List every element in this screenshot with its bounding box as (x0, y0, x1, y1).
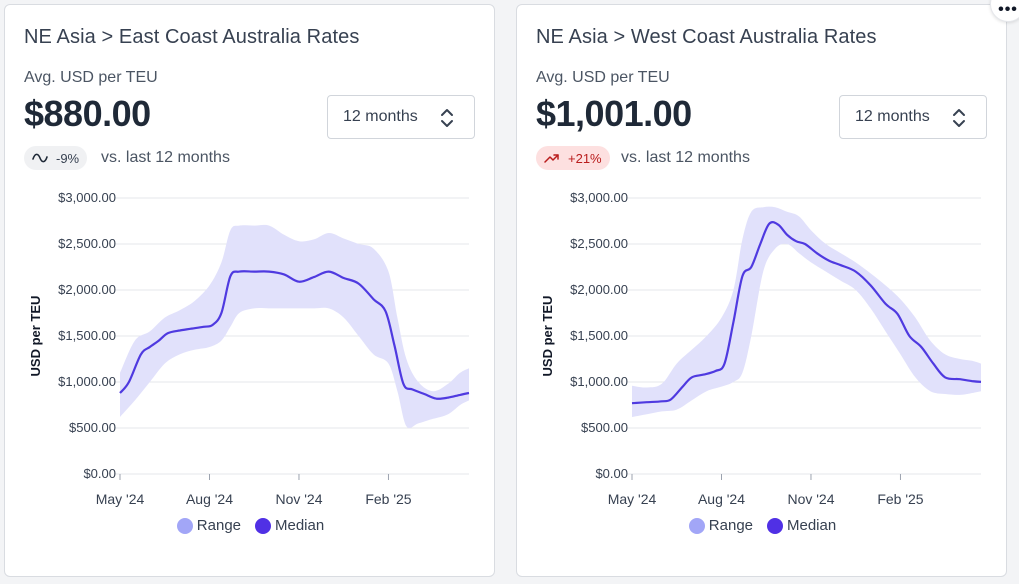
period-select[interactable]: 12 months (839, 95, 987, 139)
x-tick-label: Nov '24 (787, 491, 834, 507)
y-tick-label: $1,000.00 (58, 374, 116, 389)
rates-chart: $0.00 $500.00 $1,000.00 $1,500.00 $2,000.00 $… (540, 190, 982, 507)
legend-item-median[interactable]: Median (767, 517, 836, 534)
y-axis-label: USD per TEU (540, 296, 555, 377)
median-line (631, 221, 982, 405)
y-tick-label: $2,000.00 (570, 282, 628, 297)
y-tick-label: $2,000.00 (58, 282, 116, 297)
period-select-value: 12 months (343, 108, 418, 125)
range-swatch (176, 517, 193, 534)
legend-label-median: Median (275, 517, 325, 534)
change-percent: +21% (568, 150, 602, 166)
legend-item-range[interactable]: Range (688, 517, 753, 534)
rate-card-west-coast: NE Asia > West Coast Australia Rates Avg… (516, 4, 1007, 577)
change-percent: -9% (56, 150, 80, 166)
average-rate-value: $1,001.00 (536, 93, 692, 134)
change-badge: +21% (536, 146, 610, 170)
x-tick-label: Feb '25 (877, 491, 923, 507)
legend-label-range: Range (708, 517, 753, 534)
trend-up-icon (544, 154, 559, 163)
chevron-up-down-icon (441, 109, 453, 127)
rate-card-east-coast: NE Asia > East Coast Australia Rates Avg… (4, 4, 495, 577)
y-tick-label: $500.00 (581, 420, 628, 435)
y-tick-label: $1,500.00 (58, 328, 116, 343)
y-tick-label: $0.00 (83, 466, 116, 481)
y-tick-label: $3,000.00 (570, 190, 628, 205)
x-tick-label: Nov '24 (275, 491, 322, 507)
legend-label-range: Range (196, 517, 241, 534)
card-title: NE Asia > West Coast Australia Rates (536, 26, 877, 48)
x-tick-label: May '24 (96, 491, 145, 507)
rates-chart: $0.00 $500.00 $1,000.00 $1,500.00 $2,000.00 $… (28, 190, 470, 507)
y-axis-label: USD per TEU (28, 296, 43, 377)
range-band (632, 206, 981, 417)
comparison-text: vs. last 12 months (101, 149, 230, 166)
y-tick-label: $0.00 (595, 466, 628, 481)
more-horizontal-icon: ••• (998, 1, 1018, 18)
median-line (119, 270, 470, 400)
chevron-up-down-icon (953, 109, 965, 127)
period-select-value: 12 months (855, 108, 930, 125)
x-tick-label: Aug '24 (698, 491, 745, 507)
card-subtitle: Avg. USD per TEU (536, 69, 670, 86)
card-subtitle: Avg. USD per TEU (24, 69, 158, 86)
period-select[interactable]: 12 months (327, 95, 475, 139)
median-swatch (255, 517, 271, 534)
x-tick-label: May '24 (608, 491, 657, 507)
chart-legend: Range Median (5, 517, 496, 534)
y-tick-label: $500.00 (69, 420, 116, 435)
y-tick-label: $1,500.00 (570, 328, 628, 343)
comparison-text: vs. last 12 months (621, 149, 750, 166)
range-swatch (688, 517, 705, 534)
x-tick-label: Feb '25 (365, 491, 411, 507)
legend-item-median[interactable]: Median (255, 517, 324, 534)
average-rate-value: $880.00 (24, 93, 151, 134)
y-tick-label: $2,500.00 (570, 236, 628, 251)
more-options-button[interactable]: ••• (990, 0, 1019, 22)
legend-item-range[interactable]: Range (176, 517, 241, 534)
x-tick-label: Aug '24 (186, 491, 233, 507)
y-tick-label: $1,000.00 (570, 374, 628, 389)
change-badge: -9% (24, 146, 88, 170)
legend-label-median: Median (787, 517, 837, 534)
card-title: NE Asia > East Coast Australia Rates (24, 26, 360, 48)
range-band (120, 224, 469, 429)
y-tick-label: $3,000.00 (58, 190, 116, 205)
y-tick-label: $2,500.00 (58, 236, 116, 251)
median-swatch (767, 517, 783, 534)
trend-flat-icon (32, 153, 48, 163)
chart-legend: Range Median (517, 517, 1008, 534)
